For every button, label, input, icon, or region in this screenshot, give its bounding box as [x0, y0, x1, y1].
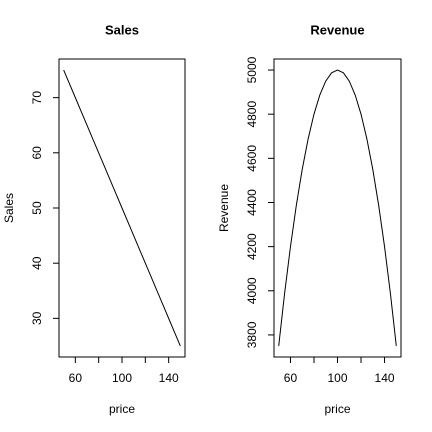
y-tick-label: 4800	[245, 101, 259, 128]
x-tick-label: 100	[327, 371, 347, 385]
y-tick-label: 4400	[245, 189, 259, 216]
x-axis-label: price	[324, 402, 350, 416]
x-tick-label: 140	[375, 371, 395, 385]
y-tick-label: 30	[30, 311, 44, 325]
chart-title: Sales	[105, 22, 139, 37]
data-line	[63, 69, 181, 347]
x-tick-label: 100	[112, 371, 132, 385]
chart-title: Revenue	[310, 22, 364, 37]
x-tick-label: 60	[69, 371, 83, 385]
plot-frame	[273, 58, 402, 358]
y-tick-label: 70	[30, 91, 44, 105]
x-axis-label: price	[109, 402, 135, 416]
data-line	[278, 69, 397, 347]
y-tick-label: 60	[30, 146, 44, 160]
y-tick-label: 3800	[245, 321, 259, 348]
y-tick-label: 4200	[245, 233, 259, 260]
x-tick-label: 140	[159, 371, 179, 385]
x-tick-label: 60	[284, 371, 298, 385]
y-tick-label: 50	[30, 201, 44, 215]
y-tick-label: 4000	[245, 277, 259, 304]
y-axis-label: Sales	[2, 193, 16, 223]
y-axis-label: Revenue	[217, 184, 231, 232]
y-tick-label: 40	[30, 256, 44, 270]
y-tick-label: 5000	[245, 56, 259, 83]
y-tick-label: 4600	[245, 145, 259, 172]
